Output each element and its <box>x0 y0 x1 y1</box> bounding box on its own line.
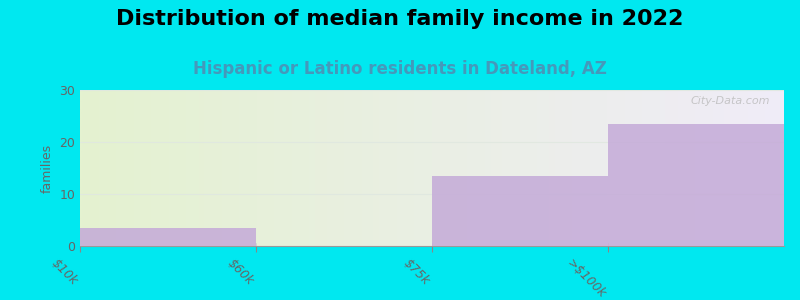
Y-axis label: families: families <box>41 143 54 193</box>
Bar <box>432 176 608 246</box>
Text: City-Data.com: City-Data.com <box>690 96 770 106</box>
Bar <box>80 228 256 246</box>
Bar <box>608 124 784 246</box>
Text: Distribution of median family income in 2022: Distribution of median family income in … <box>116 9 684 29</box>
Text: Hispanic or Latino residents in Dateland, AZ: Hispanic or Latino residents in Dateland… <box>193 60 607 78</box>
